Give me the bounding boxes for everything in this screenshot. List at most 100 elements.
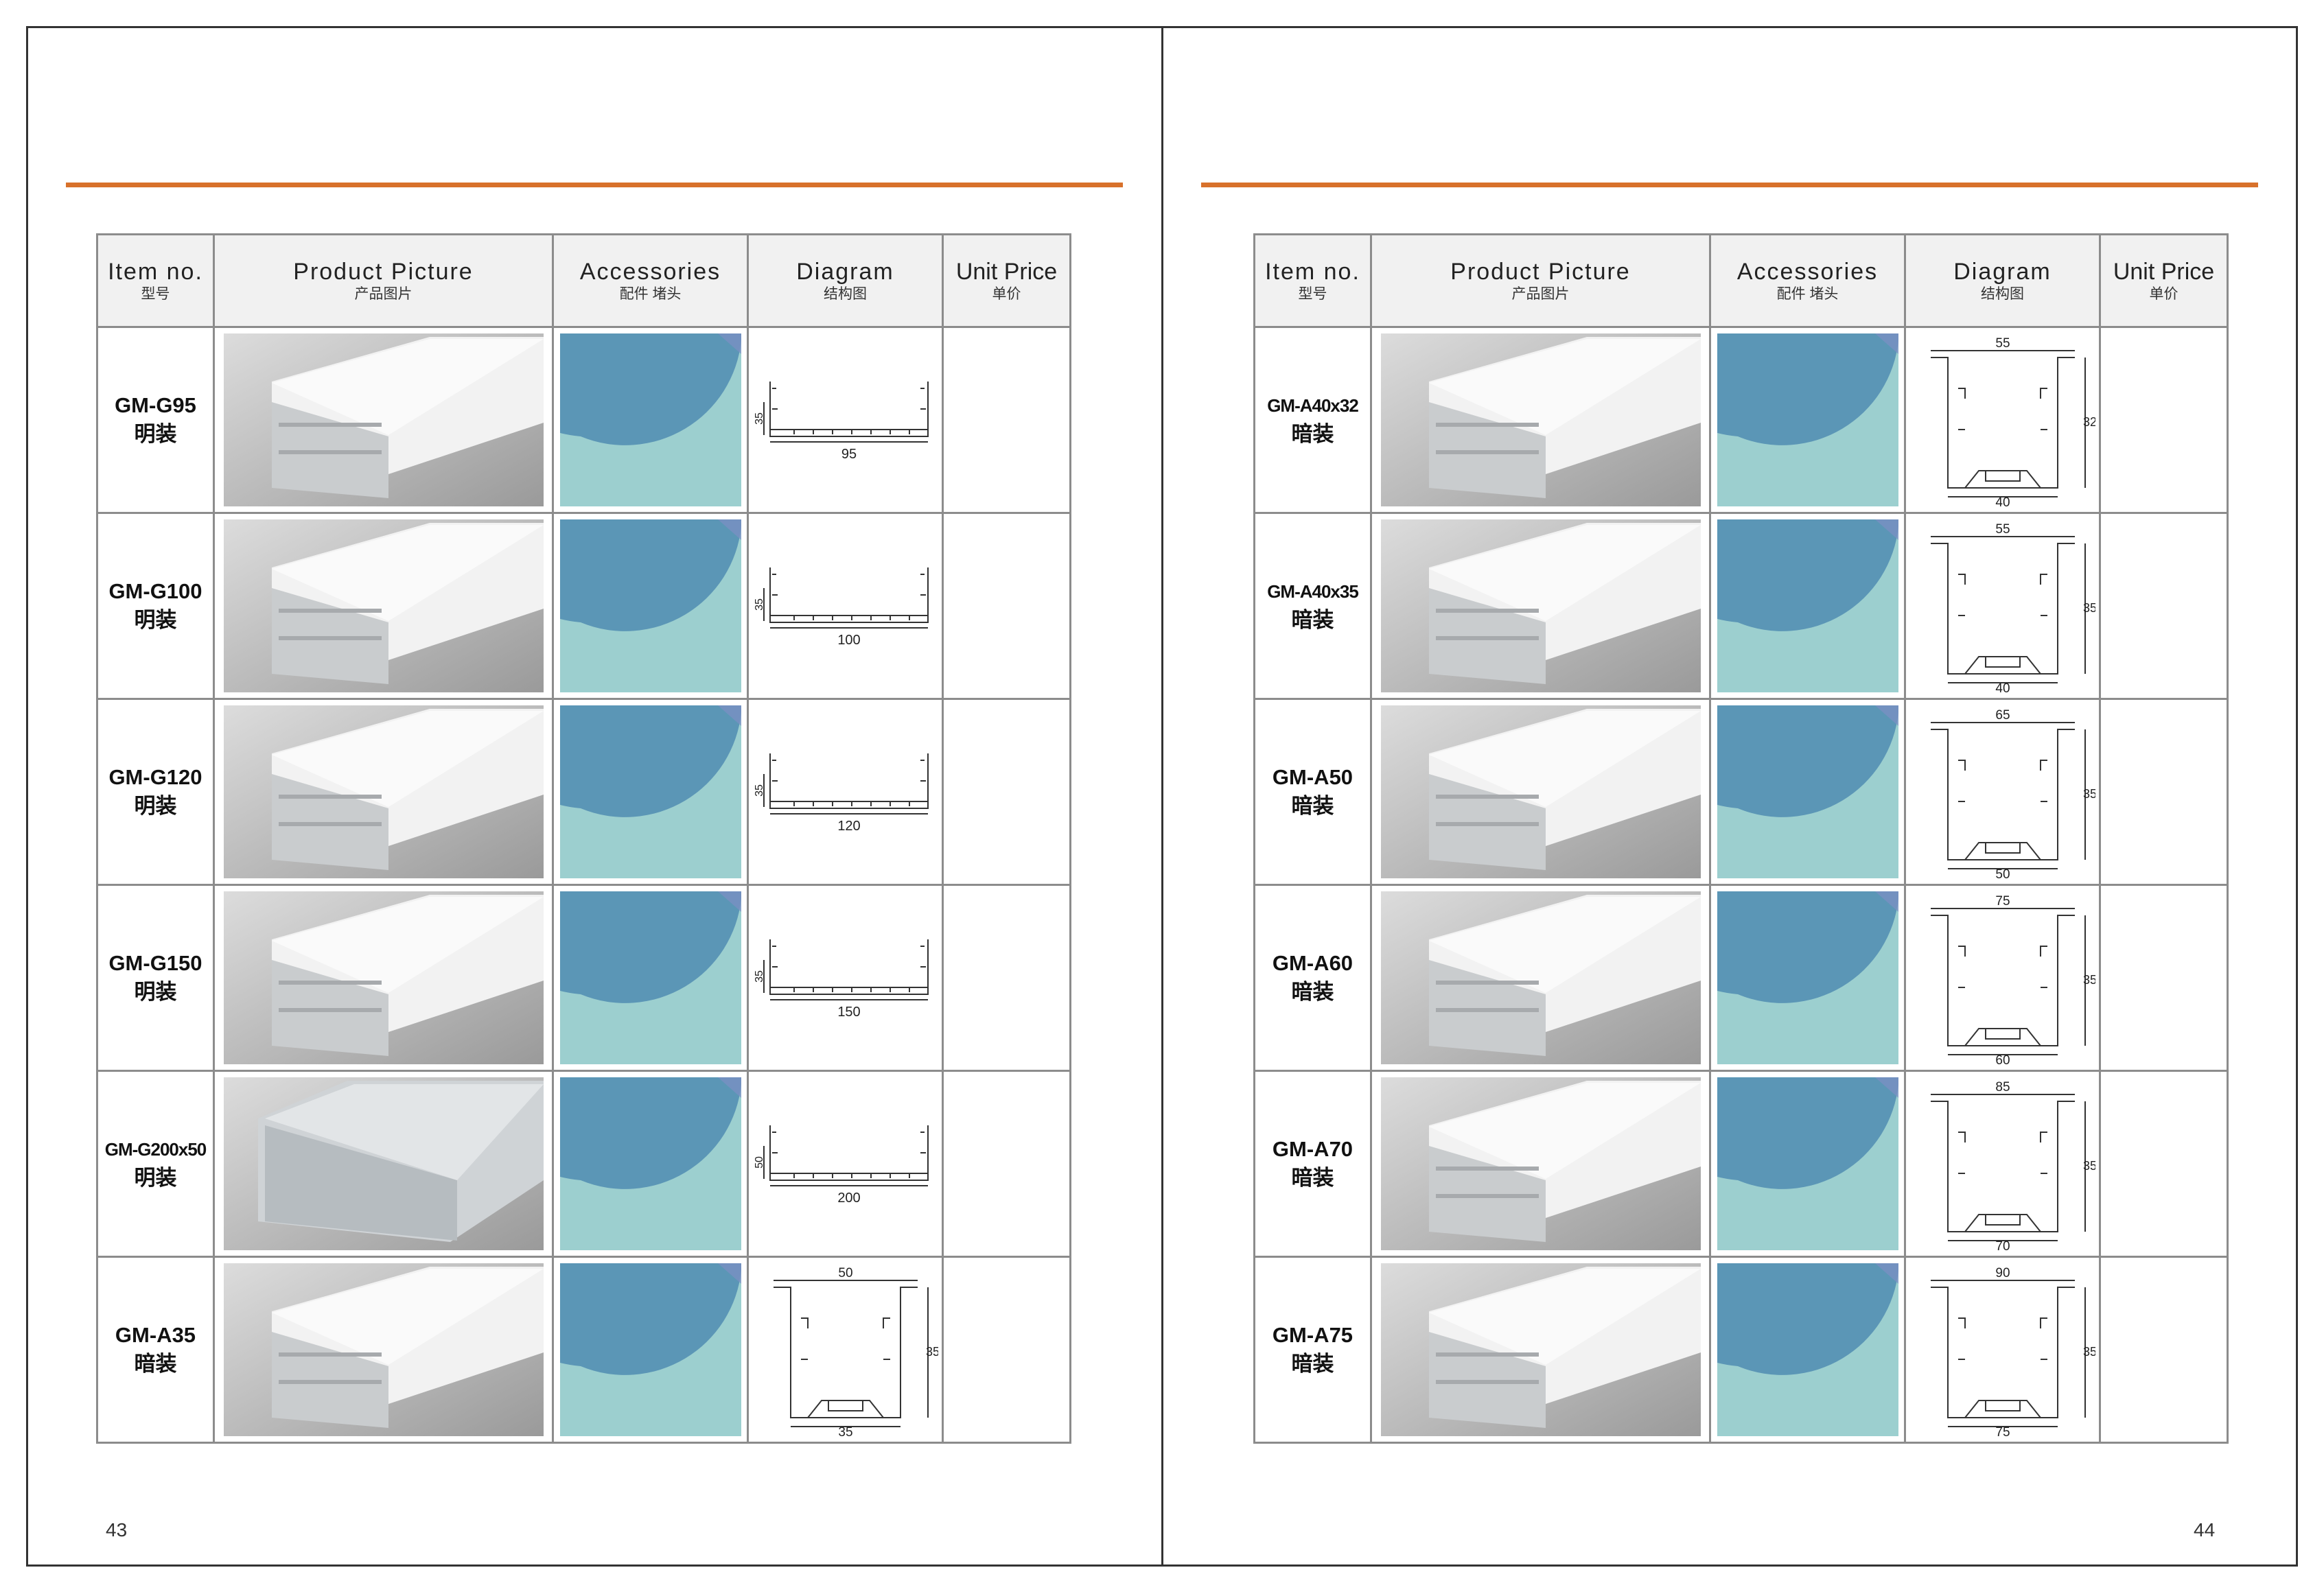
product-picture-cell	[213, 512, 554, 700]
diagram-cell: 35 120	[747, 698, 944, 886]
item-no-cell: GM-A60 暗装	[1253, 884, 1372, 1072]
profile-diagram: 85 35 70	[1930, 1080, 2095, 1250]
unit-price-cell	[2099, 1070, 2229, 1258]
product-photo	[223, 705, 544, 878]
accessory-end-cap-image	[1717, 333, 1898, 506]
product-photo	[1380, 891, 1701, 1064]
install-type: 暗装	[1291, 794, 1334, 818]
accessory-end-cap-image	[559, 1077, 741, 1250]
accessories-cell	[1709, 326, 1906, 514]
header-product-picture: Product Picture 产品图片	[1370, 233, 1711, 328]
item-no-cell: GM-G100 明装	[96, 512, 215, 700]
install-type: 暗装	[134, 1352, 177, 1376]
accessory-end-cap-image	[559, 891, 741, 1064]
unit-price-cell	[942, 1256, 1071, 1444]
dimension-label: 35	[754, 598, 765, 611]
item-no-cell: GM-A70 暗装	[1253, 1070, 1372, 1258]
dimension-label: 50	[838, 1266, 852, 1280]
header-diagram: Diagram 结构图	[1904, 233, 2101, 328]
install-type: 暗装	[1291, 980, 1334, 1004]
item-code: GM-A35	[115, 1323, 196, 1347]
header-accessories: Accessories 配件 堵头	[552, 233, 749, 328]
accessory-end-cap-image	[1717, 1263, 1898, 1436]
accessory-end-cap-image	[559, 333, 741, 506]
diagram-cell: 55 32 40	[1904, 326, 2101, 514]
unit-price-cell	[942, 698, 1071, 886]
accessory-end-cap-image	[559, 519, 741, 692]
install-type: 明装	[134, 1166, 177, 1190]
table-row: GM-G95 明装 35 95	[96, 326, 1071, 514]
item-code: GM-A40x35	[1267, 581, 1359, 602]
dimension-label: 150	[837, 1005, 860, 1020]
dimension-label: 100	[837, 633, 860, 648]
item-code: GM-G100	[108, 579, 202, 603]
table-row: GM-A70 暗装 85 35 70	[1253, 1070, 2229, 1258]
header-item-no: Item no. 型号	[1253, 233, 1372, 328]
install-type: 暗装	[1291, 1166, 1334, 1190]
accessories-cell	[552, 512, 749, 700]
dimension-label: 70	[1995, 1239, 2010, 1250]
item-no-cell: GM-G150 明装	[96, 884, 215, 1072]
dimension-label: 50	[754, 1156, 765, 1169]
install-type: 明装	[134, 794, 177, 818]
diagram-cell: 85 35 70	[1904, 1070, 2101, 1258]
product-photo	[1380, 519, 1701, 692]
dimension-label: 35	[754, 412, 765, 425]
table-row: GM-G120 明装 35 120	[96, 698, 1071, 886]
diagram-cell: 90 35 75	[1904, 1256, 2101, 1444]
profile-diagram: 75 35 60	[1930, 894, 2095, 1064]
header-unit-price: Unit Price 单价	[942, 233, 1071, 328]
item-code: GM-A70	[1272, 1137, 1353, 1161]
item-no-cell: GM-A35 暗装	[96, 1256, 215, 1444]
diagram-cell: 65 35 50	[1904, 698, 2101, 886]
table-row: GM-G200x50 明装 50 200	[96, 1070, 1071, 1258]
accessories-cell	[552, 1256, 749, 1444]
item-code: GM-A60	[1272, 951, 1353, 975]
accessories-cell	[1709, 884, 1906, 1072]
item-no-cell: GM-G120 明装	[96, 698, 215, 886]
header-item-no: Item no. 型号	[96, 233, 215, 328]
item-code: GM-G150	[108, 951, 202, 975]
profile-diagram: 50 200	[754, 1125, 929, 1206]
diagram-cell: 75 35 60	[1904, 884, 2101, 1072]
dimension-label: 95	[841, 447, 856, 462]
table-row: GM-A40x32 暗装 55 32 40	[1253, 326, 2229, 514]
product-picture-cell	[1370, 326, 1711, 514]
diagram-cell: 35 100	[747, 512, 944, 700]
profile-diagram: 55 32 40	[1930, 336, 2095, 506]
accessory-end-cap-image	[559, 1263, 741, 1436]
item-no-cell: GM-A40x32 暗装	[1253, 326, 1372, 514]
dimension-label: 35	[2082, 787, 2095, 801]
table-header-row: Item no. 型号 Product Picture 产品图片 Accessori…	[1253, 233, 2229, 328]
product-picture-cell	[1370, 1070, 1711, 1258]
header-product-picture: Product Picture 产品图片	[213, 233, 554, 328]
dimension-label: 50	[1995, 867, 2010, 878]
unit-price-cell	[2099, 1256, 2229, 1444]
dimension-label: 90	[1995, 1266, 2010, 1280]
diagram-cell: 35 150	[747, 884, 944, 1072]
dimension-label: 75	[1995, 1425, 2010, 1436]
accent-line-right	[1201, 183, 2258, 187]
item-code: GM-A75	[1272, 1323, 1353, 1347]
dimension-label: 120	[837, 819, 860, 834]
product-photo	[223, 519, 544, 692]
accent-line-left	[66, 183, 1123, 187]
install-type: 暗装	[1291, 422, 1334, 446]
dimension-label: 75	[1995, 894, 2010, 909]
item-no-cell: GM-G200x50 明装	[96, 1070, 215, 1258]
install-type: 明装	[134, 608, 177, 632]
table-row: GM-A40x35 暗装 55 35 40	[1253, 512, 2229, 700]
profile-diagram: 65 35 50	[1930, 708, 2095, 878]
accessory-end-cap-image	[1717, 1077, 1898, 1250]
install-type: 暗装	[1291, 1352, 1334, 1376]
dimension-label: 35	[754, 970, 765, 983]
unit-price-cell	[942, 326, 1071, 514]
dimension-label: 35	[925, 1345, 938, 1359]
item-no-cell: GM-A75 暗装	[1253, 1256, 1372, 1444]
profile-diagram: 50 35 35	[773, 1266, 938, 1436]
right-page-table-wrap: Item no. 型号 Product Picture 产品图片 Accessori…	[1253, 233, 2229, 1444]
diagram-cell: 55 35 40	[1904, 512, 2101, 700]
unit-price-cell	[942, 1070, 1071, 1258]
product-photo	[223, 891, 544, 1064]
left-page-table-wrap: Item no. 型号 Product Picture 产品图片 Accessori…	[96, 233, 1071, 1444]
